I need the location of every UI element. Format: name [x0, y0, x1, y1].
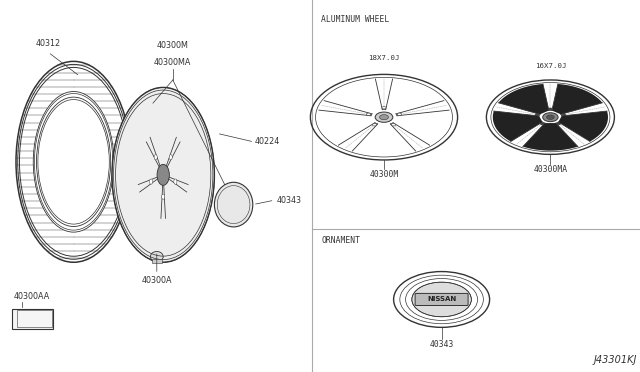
- Circle shape: [392, 124, 396, 126]
- Text: 40300M: 40300M: [157, 41, 189, 50]
- Circle shape: [562, 113, 566, 116]
- Circle shape: [372, 124, 376, 126]
- Circle shape: [382, 106, 386, 109]
- Ellipse shape: [214, 182, 253, 227]
- Ellipse shape: [112, 87, 214, 262]
- Text: 40300AA: 40300AA: [14, 292, 51, 301]
- Ellipse shape: [157, 164, 170, 185]
- Ellipse shape: [162, 194, 164, 199]
- Circle shape: [547, 115, 554, 119]
- Text: 40343: 40343: [429, 340, 454, 349]
- Ellipse shape: [174, 179, 177, 184]
- Ellipse shape: [169, 154, 172, 160]
- Text: 40224: 40224: [255, 137, 280, 146]
- Circle shape: [543, 113, 558, 122]
- Polygon shape: [493, 111, 543, 141]
- Polygon shape: [523, 123, 578, 151]
- Text: 40300MA: 40300MA: [533, 165, 568, 174]
- Bar: [17, 310, 52, 327]
- Text: 40300M: 40300M: [369, 170, 399, 179]
- Text: 18X7.0J: 18X7.0J: [368, 55, 400, 61]
- Circle shape: [412, 282, 471, 317]
- Polygon shape: [552, 84, 602, 114]
- FancyBboxPatch shape: [415, 294, 468, 305]
- Text: NISSAN: NISSAN: [427, 296, 456, 302]
- Polygon shape: [499, 84, 549, 114]
- Circle shape: [548, 108, 552, 110]
- Text: J43301KJ: J43301KJ: [593, 355, 637, 365]
- Circle shape: [540, 123, 544, 125]
- Bar: [152, 259, 162, 263]
- Circle shape: [367, 113, 371, 115]
- Circle shape: [380, 115, 388, 120]
- Text: 40312: 40312: [35, 39, 61, 48]
- Circle shape: [535, 113, 539, 116]
- Ellipse shape: [150, 179, 152, 184]
- Circle shape: [397, 113, 401, 115]
- Ellipse shape: [154, 154, 157, 160]
- Polygon shape: [558, 111, 608, 141]
- Text: 16X7.0J: 16X7.0J: [534, 63, 566, 69]
- Text: ALUMINUM WHEEL: ALUMINUM WHEEL: [321, 15, 390, 24]
- Text: 40300MA: 40300MA: [154, 58, 191, 67]
- Text: ORNAMENT: ORNAMENT: [321, 236, 360, 245]
- Circle shape: [557, 123, 561, 125]
- Text: 40343: 40343: [276, 196, 301, 205]
- Bar: [12, 309, 53, 329]
- Circle shape: [375, 112, 393, 122]
- Text: 40300A: 40300A: [141, 276, 172, 285]
- Ellipse shape: [150, 251, 163, 262]
